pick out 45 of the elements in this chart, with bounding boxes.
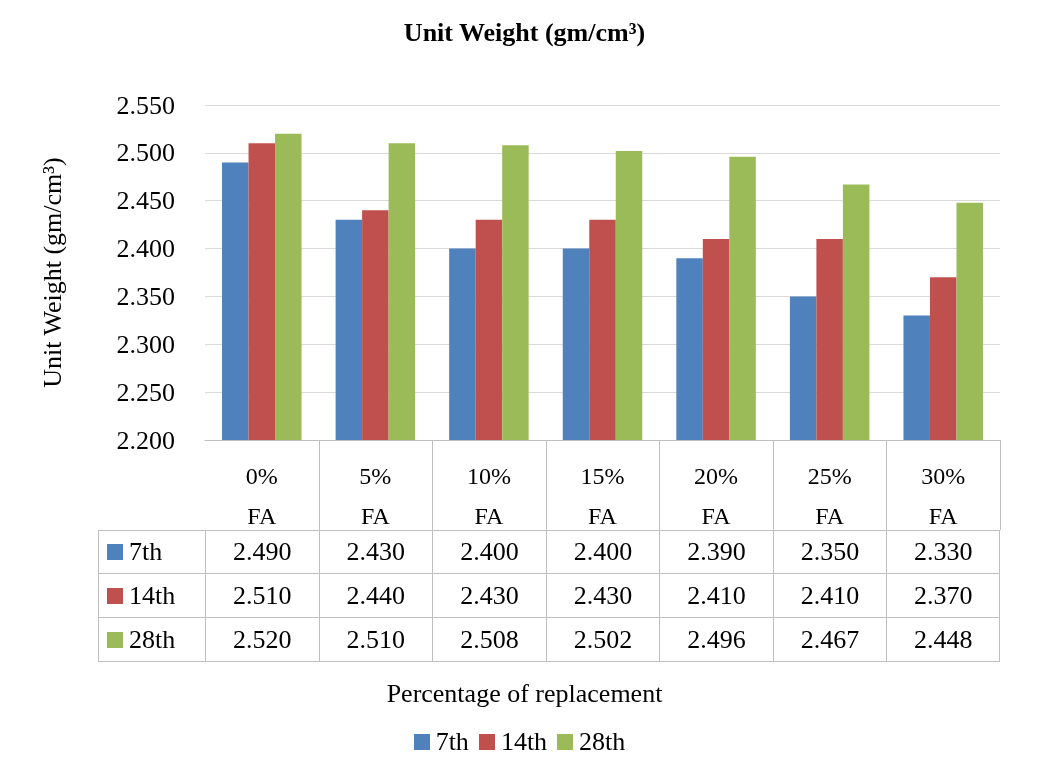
text: 14th: [500, 727, 548, 756]
data-label: 2.390: [659, 530, 773, 574]
data-label: 2.502: [545, 618, 660, 662]
y-tick-label: 2.350: [116, 281, 175, 311]
legend-label: 28th: [129, 624, 176, 655]
data-label: 2.430: [545, 574, 660, 618]
text: 28th: [579, 727, 626, 756]
data-label: 2.410: [772, 574, 887, 618]
data-label: 2.400: [432, 530, 546, 574]
x-tick-label: 0% FA: [245, 463, 278, 529]
text: 7th: [435, 727, 469, 756]
data-label: 2.448: [886, 618, 1000, 662]
data-label: 2.370: [886, 574, 1000, 618]
y-tick-label: 2.500: [116, 138, 175, 168]
data-label: 2.496: [659, 618, 773, 662]
data-label: 2.440: [318, 574, 433, 618]
y-tick-label: 2.450: [116, 186, 175, 216]
x-tick-label: 10% FA: [466, 463, 511, 529]
x-tick-label: 30% FA: [921, 463, 966, 529]
legend-label: 14th: [129, 580, 176, 611]
legend-label: 7th: [129, 537, 163, 567]
y-tick-label: 2.200: [116, 425, 175, 455]
data-label: 2.467: [772, 618, 887, 662]
data-label: 2.520: [205, 618, 319, 662]
data-label: 2.330: [886, 530, 1000, 574]
y-tick-label: 2.250: [116, 377, 175, 407]
data-label: 2.510: [205, 574, 319, 618]
data-label: 2.490: [205, 530, 319, 574]
data-label: 2.400: [545, 530, 660, 574]
x-tick-label: 5% FA: [359, 463, 392, 529]
y-tick-label: 2.550: [116, 90, 175, 120]
data-label: 2.508: [432, 618, 546, 662]
y-tick-label: 2.300: [116, 329, 175, 359]
text: Percentage of replacement: [386, 678, 664, 708]
data-label: 2.510: [318, 618, 433, 662]
chart-title: Unit Weight (gm/cm³): [403, 17, 646, 47]
data-label: 2.410: [659, 574, 773, 618]
y-axis-title: Unit Weight (gm/cm³): [37, 157, 67, 388]
data-label: 2.430: [318, 530, 433, 574]
x-tick-label: 25% FA: [807, 463, 852, 529]
x-tick-label: 20% FA: [694, 463, 739, 529]
x-tick-label: 15% FA: [580, 463, 625, 529]
data-label: 2.430: [432, 574, 546, 618]
y-tick-label: 2.400: [116, 234, 175, 264]
data-label: 2.350: [772, 530, 887, 574]
